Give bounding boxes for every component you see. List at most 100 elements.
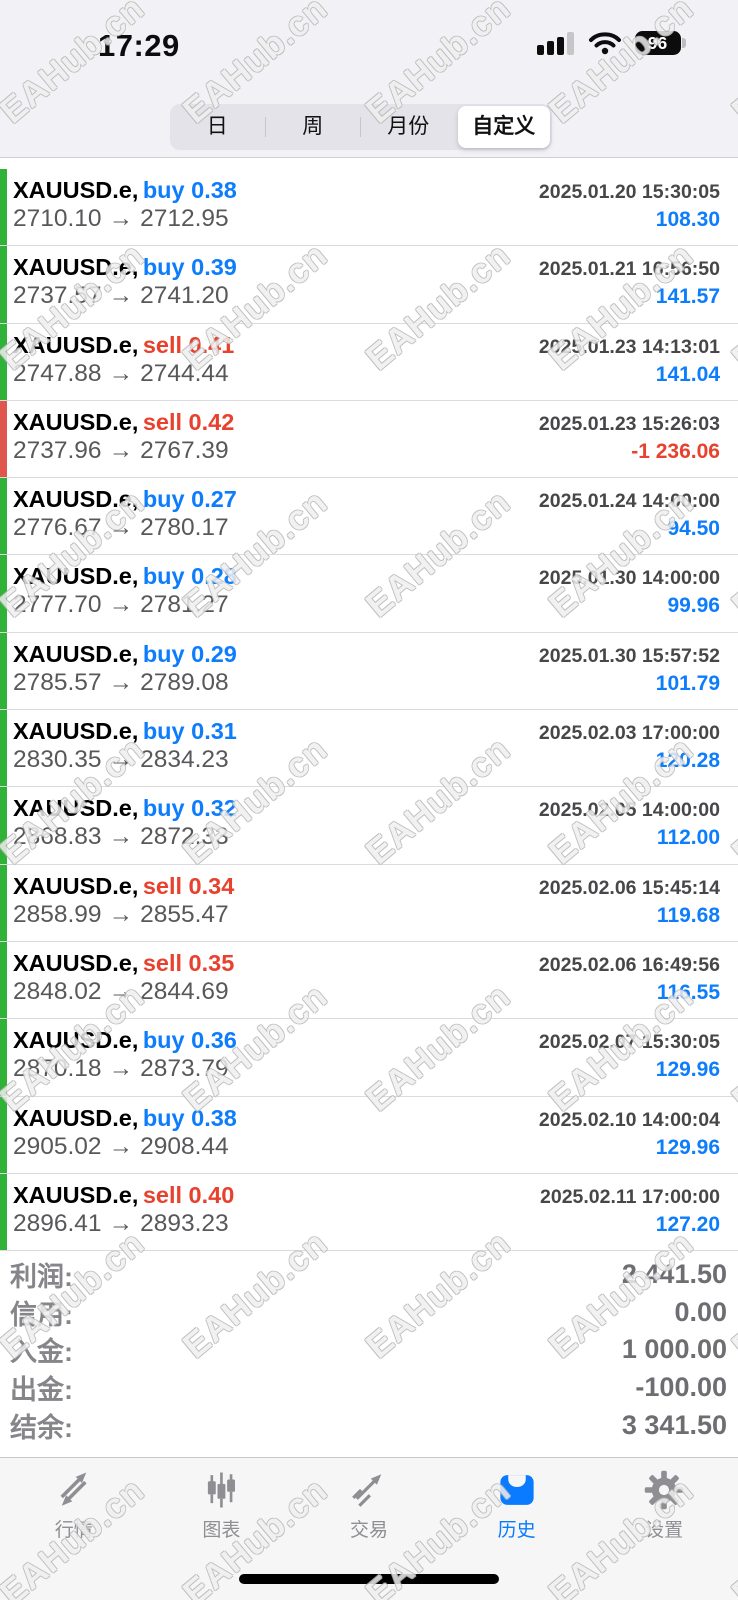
trade-title: XAUUSD.e, buy 0.28 xyxy=(13,563,237,590)
summary-row-profit: 利润: 2 441.50 xyxy=(0,1256,738,1294)
trade-profit: 141.04 xyxy=(655,362,720,386)
tab-trade[interactable]: 交易 xyxy=(295,1458,443,1600)
trade-row[interactable]: XAUUSD.e, buy 0.38 2025.02.10 14:00:04 2… xyxy=(0,1096,738,1174)
close-price: 2855.47 xyxy=(140,900,229,928)
trade-symbol: XAUUSD.e, xyxy=(13,254,139,281)
arrow-right-icon: → xyxy=(108,977,134,1005)
trade-datetime: 2025.02.03 17:00:00 xyxy=(538,722,720,745)
trade-profit: 119.68 xyxy=(656,903,720,927)
tab-month[interactable]: 月份 xyxy=(387,115,430,138)
trade-row[interactable]: XAUUSD.e, sell 0.42 2025.01.23 15:26:03 … xyxy=(0,400,738,479)
battery-percent: 96 xyxy=(634,31,681,55)
trade-row[interactable]: XAUUSD.e, sell 0.35 2025.02.06 16:49:56 … xyxy=(0,941,738,1020)
arrow-right-icon: → xyxy=(108,900,134,928)
trade-side-volume: sell 0.41 xyxy=(142,331,235,358)
open-price: 2777.70 xyxy=(13,591,102,619)
close-price: 2781.27 xyxy=(140,591,229,619)
trade-title: XAUUSD.e, buy 0.31 xyxy=(13,718,237,745)
open-price: 2868.83 xyxy=(13,823,102,851)
trade-symbol: XAUUSD.e, xyxy=(13,640,139,667)
result-strip xyxy=(0,1173,7,1251)
trade-profit: 101.79 xyxy=(655,671,720,695)
open-price: 2737.96 xyxy=(13,436,102,464)
result-strip xyxy=(0,246,7,323)
trade-row[interactable]: XAUUSD.e, sell 0.40 2025.02.11 17:00:00 … xyxy=(0,1173,738,1252)
trade-row[interactable]: XAUUSD.e, buy 0.38 2025.01.20 15:30:05 2… xyxy=(0,169,738,247)
result-strip xyxy=(0,632,7,710)
account-summary: 利润: 2 441.50 信用: 0.00 入金: 1 000.00 出金: -… xyxy=(0,1256,738,1444)
trade-row[interactable]: XAUUSD.e, buy 0.28 2025.01.30 14:00:00 2… xyxy=(0,555,738,633)
trade-row[interactable]: XAUUSD.e, buy 0.32 2025.02.05 14:00:00 2… xyxy=(0,787,738,865)
close-price: 2744.44 xyxy=(140,359,229,387)
tab-custom[interactable]: 自定义 xyxy=(457,106,550,148)
tab-label: 行情 xyxy=(54,1520,93,1541)
arrow-right-icon: → xyxy=(108,282,134,310)
trade-side-volume: buy 0.28 xyxy=(142,563,237,590)
trade-prices: 2868.83 → 2872.33 xyxy=(13,823,229,851)
trade-row[interactable]: XAUUSD.e, buy 0.36 2025.02.07 15:30:05 2… xyxy=(0,1019,738,1097)
trade-side-volume: buy 0.27 xyxy=(142,486,237,513)
trade-prices: 2737.96 → 2767.39 xyxy=(13,437,229,465)
tab-quotes[interactable]: 行情 xyxy=(0,1458,148,1600)
result-strip xyxy=(0,323,7,400)
trade-profit: 129.96 xyxy=(655,1058,720,1082)
summary-label: 结余: xyxy=(10,1412,73,1443)
summary-value: 3 341.50 xyxy=(621,1409,727,1440)
tab-label: 历史 xyxy=(497,1520,536,1541)
trade-title: XAUUSD.e, buy 0.32 xyxy=(13,795,237,822)
history-icon xyxy=(499,1475,534,1505)
wifi-icon xyxy=(588,32,621,55)
trade-row[interactable]: XAUUSD.e, buy 0.31 2025.02.03 17:00:00 2… xyxy=(0,710,738,788)
arrow-right-icon: → xyxy=(108,514,134,542)
tab-day[interactable]: 日 xyxy=(206,115,228,138)
trade-title: XAUUSD.e, sell 0.41 xyxy=(13,332,234,359)
summary-label: 入金: xyxy=(10,1337,73,1368)
trade-datetime: 2025.02.05 14:00:00 xyxy=(538,799,720,822)
tab-label: 交易 xyxy=(349,1520,388,1541)
result-strip xyxy=(0,787,7,864)
trade-prices: 2785.57 → 2789.08 xyxy=(13,669,229,697)
trade-datetime: 2025.02.11 17:00:00 xyxy=(540,1185,720,1208)
tab-settings[interactable]: 设置 xyxy=(590,1458,738,1600)
trade-side-volume: sell 0.35 xyxy=(142,949,235,976)
trade-prices: 2776.67 → 2780.17 xyxy=(13,514,229,542)
home-indicator[interactable] xyxy=(239,1574,499,1584)
tab-week[interactable]: 周 xyxy=(302,115,324,138)
result-strip xyxy=(0,400,7,478)
trade-symbol: XAUUSD.e, xyxy=(13,1027,139,1054)
trade-symbol: XAUUSD.e, xyxy=(13,563,139,590)
trade-symbol: XAUUSD.e, xyxy=(13,486,139,513)
open-price: 2858.99 xyxy=(13,900,102,928)
trade-datetime: 2025.01.20 15:30:05 xyxy=(538,181,720,203)
tab-history[interactable]: 历史 xyxy=(443,1458,591,1600)
trade-side-volume: buy 0.39 xyxy=(142,254,237,281)
result-strip xyxy=(0,555,7,632)
trade-row[interactable]: XAUUSD.e, sell 0.34 2025.02.06 15:45:14 … xyxy=(0,864,738,942)
trade-icon xyxy=(352,1474,382,1507)
trade-row[interactable]: XAUUSD.e, buy 0.29 2025.01.30 15:57:52 2… xyxy=(0,632,738,711)
trade-row[interactable]: XAUUSD.e, buy 0.39 2025.01.21 16:56:50 2… xyxy=(0,246,738,324)
trade-symbol: XAUUSD.e, xyxy=(13,408,139,435)
summary-value: -100.00 xyxy=(635,1372,727,1403)
trade-datetime: 2025.01.30 14:00:00 xyxy=(538,567,720,590)
close-price: 2873.79 xyxy=(140,1055,229,1083)
trade-row[interactable]: XAUUSD.e, sell 0.41 2025.01.23 14:13:01 … xyxy=(0,323,738,401)
open-price: 2776.67 xyxy=(13,514,102,542)
close-price: 2834.23 xyxy=(140,746,229,774)
trade-prices: 2830.35 → 2834.23 xyxy=(13,746,229,774)
open-price: 2785.57 xyxy=(13,668,102,696)
trade-row[interactable]: XAUUSD.e, buy 0.27 2025.01.24 14:00:00 2… xyxy=(0,478,738,556)
tab-charts[interactable]: 图表 xyxy=(148,1458,296,1600)
trade-datetime: 2025.02.10 14:00:04 xyxy=(538,1108,720,1131)
trade-title: XAUUSD.e, buy 0.38 xyxy=(13,1105,237,1132)
summary-label: 出金: xyxy=(10,1375,73,1406)
status-time: 17:29 xyxy=(98,28,180,63)
trade-symbol: XAUUSD.e, xyxy=(13,177,139,203)
trade-history-list: XAUUSD.e, buy 0.38 2025.01.20 15:30:05 2… xyxy=(0,158,738,1252)
trade-title: XAUUSD.e, buy 0.36 xyxy=(13,1027,237,1054)
battery-icon: 96 xyxy=(634,31,686,55)
summary-value: 2 441.50 xyxy=(621,1259,727,1290)
trade-title: XAUUSD.e, buy 0.29 xyxy=(13,641,237,668)
trade-profit: 141.57 xyxy=(655,285,720,309)
result-strip xyxy=(0,710,7,787)
